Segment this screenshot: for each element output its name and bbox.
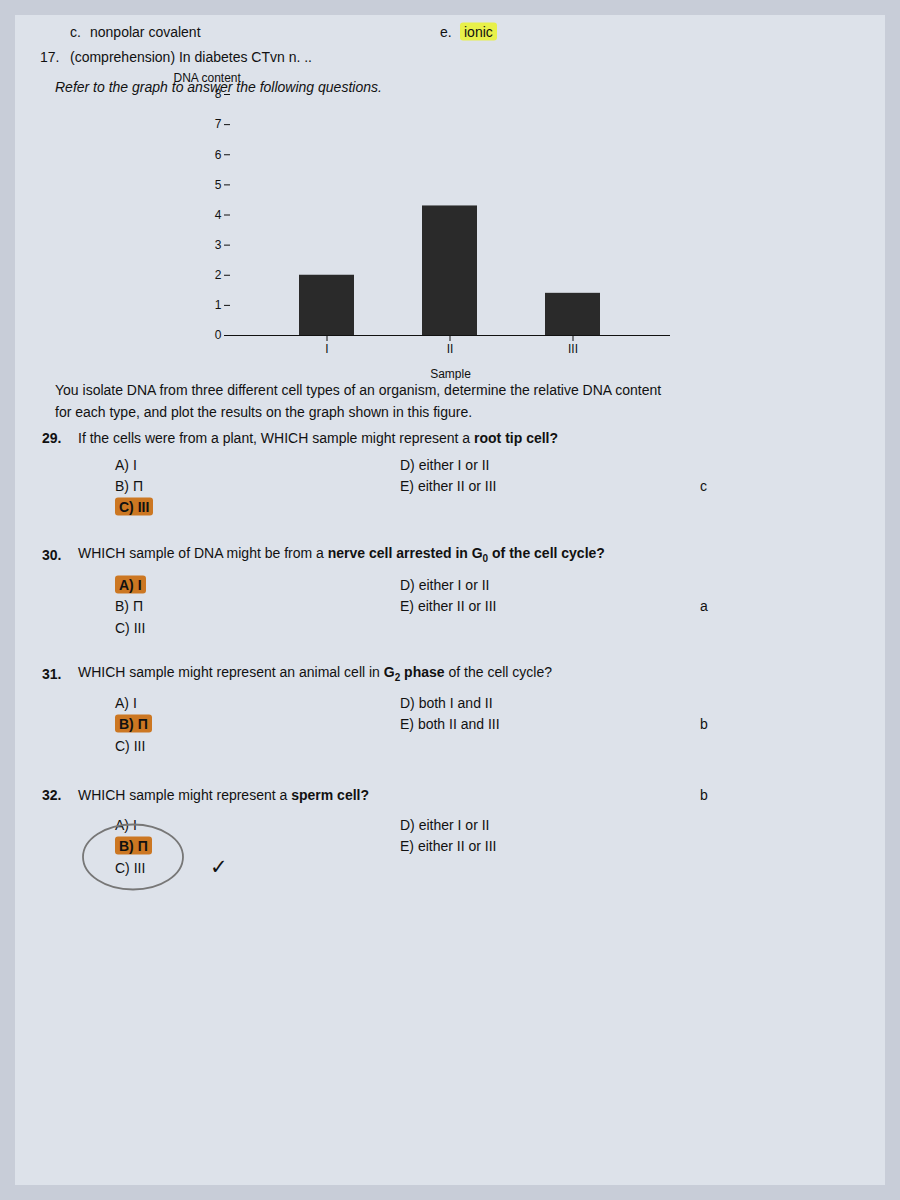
svg-text:4: 4 — [215, 208, 222, 222]
svg-text:Sample: Sample — [430, 367, 471, 381]
svg-text:7: 7 — [215, 117, 222, 131]
svg-text:III: III — [568, 342, 578, 356]
svg-text:2: 2 — [215, 268, 222, 282]
svg-text:5: 5 — [215, 178, 222, 192]
svg-text:0: 0 — [215, 328, 222, 342]
svg-text:6: 6 — [215, 148, 222, 162]
svg-text:I: I — [325, 342, 328, 356]
svg-text:1: 1 — [215, 298, 222, 312]
svg-text:II: II — [447, 342, 454, 356]
svg-text:3: 3 — [215, 238, 222, 252]
